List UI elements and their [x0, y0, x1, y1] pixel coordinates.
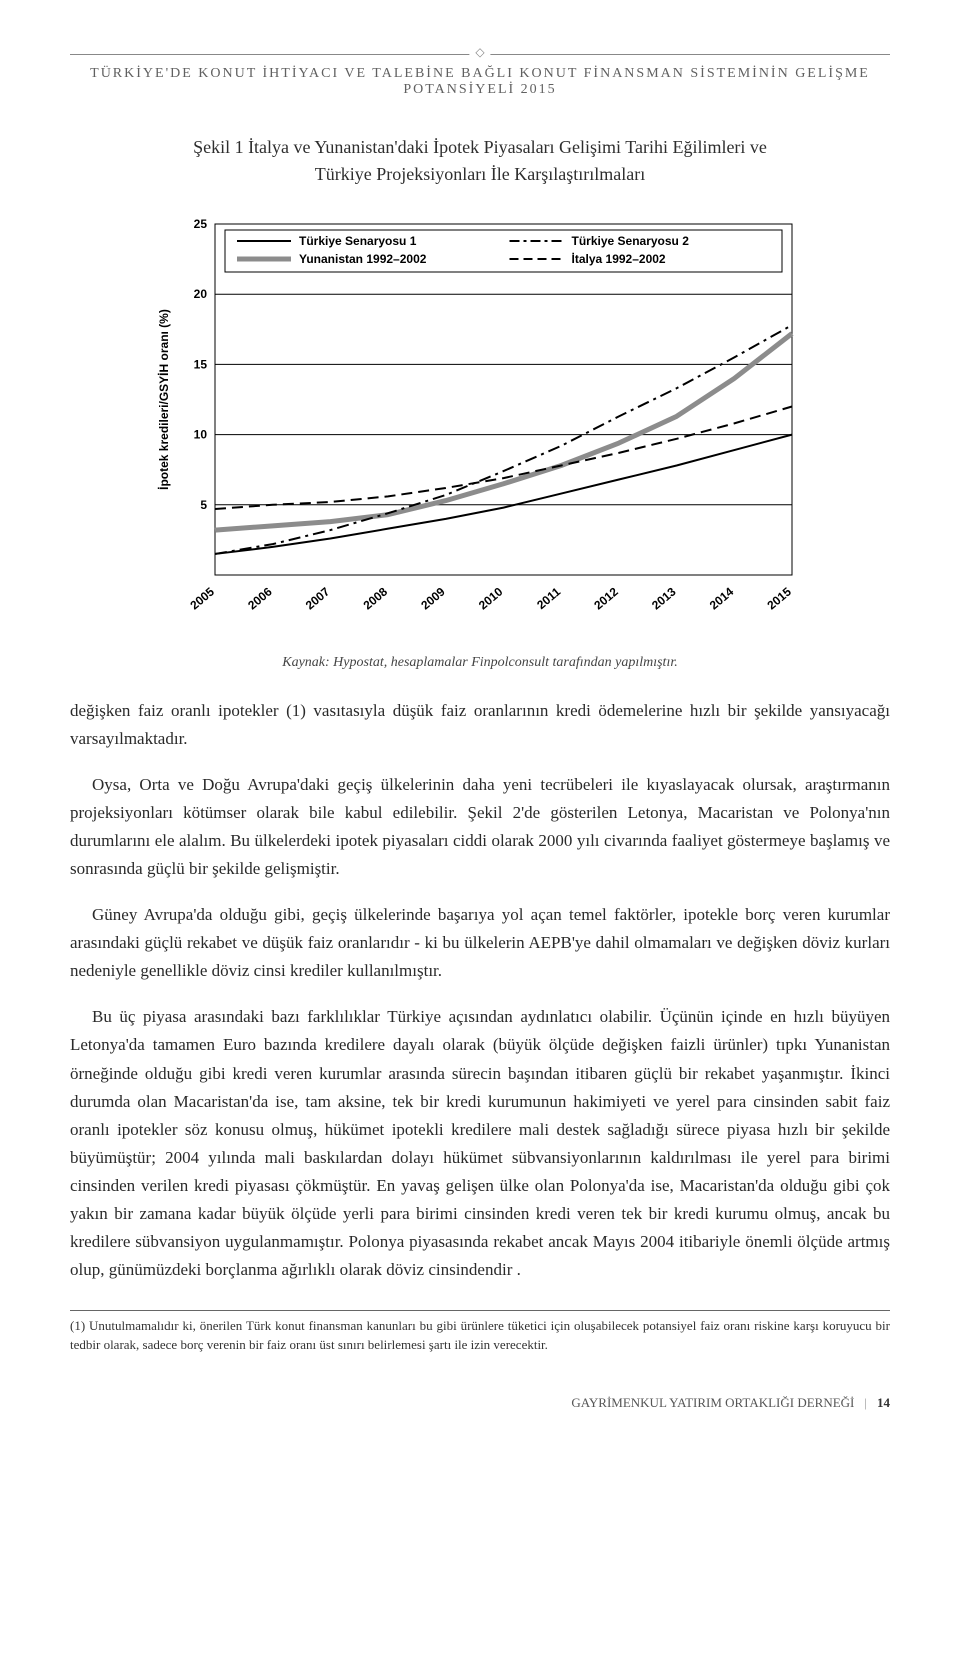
svg-text:2005: 2005: [187, 584, 217, 612]
page: ◇ TÜRKİYE'DE KONUT İHTİYACI VE TALEBİNE …: [0, 0, 960, 1441]
svg-text:Türkiye Senaryosu 1: Türkiye Senaryosu 1: [299, 234, 417, 248]
svg-text:2015: 2015: [764, 584, 794, 612]
svg-text:20: 20: [194, 287, 208, 301]
line-chart: 5 10 15 20 25 İpotek kredileri/GSYİH oranı (%…: [150, 210, 810, 640]
footnote-rule: [70, 1310, 890, 1311]
paragraph-3: Güney Avrupa'da olduğu gibi, geçiş ülkel…: [70, 901, 890, 985]
svg-text:2007: 2007: [303, 584, 333, 612]
svg-text:15: 15: [194, 357, 208, 371]
svg-text:2013: 2013: [649, 584, 679, 612]
chart-container: 5 10 15 20 25 İpotek kredileri/GSYİH oranı (%…: [150, 210, 810, 645]
svg-text:2012: 2012: [591, 584, 621, 612]
footnote: (1) Unutulmamalıdır ki, önerilen Türk ko…: [70, 1317, 890, 1355]
paragraph-1: değişken faiz oranlı ipotekler (1) vasıt…: [70, 697, 890, 753]
footer-publisher: GAYRİMENKUL YATIRIM ORTAKLIĞI DERNEĞİ: [571, 1395, 854, 1411]
figure-title-line2: Türkiye Projeksiyonları İle Karşılaştırı…: [315, 164, 645, 184]
svg-text:2009: 2009: [418, 584, 448, 612]
paragraph-2: Oysa, Orta ve Doğu Avrupa'daki geçiş ülk…: [70, 771, 890, 883]
footer-separator: |: [864, 1395, 867, 1411]
figure-title-line1: Şekil 1 İtalya ve Yunanistan'daki İpotek…: [193, 137, 767, 157]
svg-text:2008: 2008: [361, 584, 391, 612]
svg-text:2006: 2006: [245, 584, 275, 612]
svg-text:İtalya 1992–2002: İtalya 1992–2002: [572, 251, 666, 266]
svg-text:5: 5: [200, 498, 207, 512]
footer: GAYRİMENKUL YATIRIM ORTAKLIĞI DERNEĞİ | …: [70, 1395, 890, 1411]
svg-text:2010: 2010: [476, 584, 506, 612]
svg-text:2011: 2011: [534, 584, 563, 612]
ornament-glyph: ◇: [469, 45, 490, 60]
svg-text:25: 25: [194, 217, 208, 231]
chart-source-caption: Kaynak: Hypostat, hesaplamalar Finpolcon…: [70, 655, 890, 671]
header-ornament: ◇: [70, 50, 890, 58]
svg-text:Türkiye Senaryosu 2: Türkiye Senaryosu 2: [572, 234, 690, 248]
svg-text:İpotek kredileri/GSYİH oranı (: İpotek kredileri/GSYİH oranı (%): [156, 309, 171, 490]
svg-text:10: 10: [194, 428, 208, 442]
svg-text:Yunanistan 1992–2002: Yunanistan 1992–2002: [299, 252, 427, 266]
paragraph-4: Bu üç piyasa arasındaki bazı farklılıkla…: [70, 1003, 890, 1283]
figure-title: Şekil 1 İtalya ve Yunanistan'daki İpotek…: [70, 134, 890, 188]
running-head: TÜRKİYE'DE KONUT İHTİYACI VE TALEBİNE BA…: [70, 66, 890, 98]
page-number: 14: [877, 1395, 890, 1411]
svg-text:2014: 2014: [707, 584, 737, 612]
